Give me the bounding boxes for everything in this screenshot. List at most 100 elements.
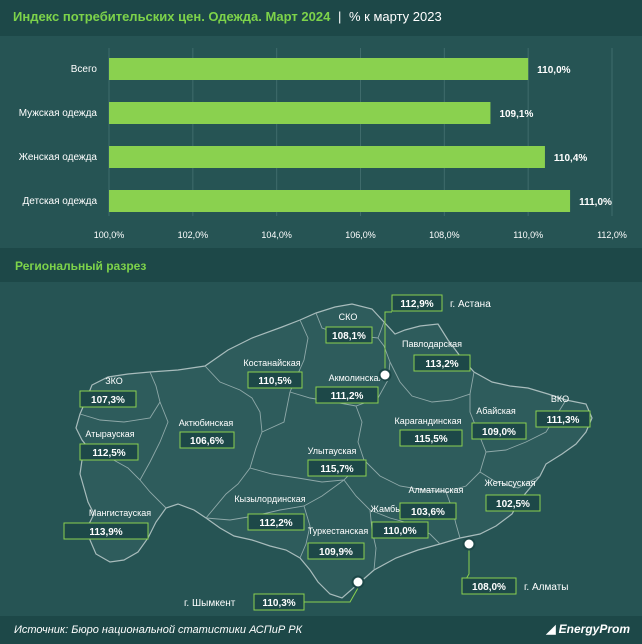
region-badge <box>179 431 235 449</box>
map-panel: ЗКО 107,3% Атырауская 112,5% Мангистауская 11… <box>0 282 642 616</box>
x-tick-label: 112,0% <box>597 230 627 240</box>
region-value: 109,9% <box>319 547 353 558</box>
category-label: Женская одежда <box>19 152 98 163</box>
regional-heading: Региональный разрез <box>15 259 147 273</box>
energyprom-logo-icon: ◢ <box>546 622 556 636</box>
bar <box>109 190 571 212</box>
category-label: Детская одежда <box>22 196 97 207</box>
title-main: Индекс потребительских цен. Одежда. Март… <box>13 9 331 24</box>
region-value: 103,6% <box>411 507 445 518</box>
category-label: Мужская одежда <box>19 108 98 119</box>
city-leader-line <box>384 311 392 369</box>
logo: ◢ EnergyProm <box>546 622 630 636</box>
city-value: 110,3% <box>262 598 295 609</box>
bar-chart-panel: 100,0% 102,0% 104,0% 106,0% 108,0% 110,0% 112,… <box>0 36 642 248</box>
x-tick-label: 100,0% <box>94 230 125 240</box>
region-name: Карагандинская <box>394 416 461 426</box>
city-name: г. Шымкент <box>184 598 236 609</box>
city-value: 108,0% <box>472 582 506 593</box>
region-badge <box>399 502 457 520</box>
region-value: 110,5% <box>258 376 291 387</box>
regional-heading-bar: Региональный разрез <box>0 250 642 282</box>
region-name: Улытауская <box>308 446 357 456</box>
border-ulytau-south <box>249 459 365 483</box>
city-marker <box>378 368 392 382</box>
region-name: Мангистауская <box>89 508 151 518</box>
region-badge <box>371 521 429 539</box>
region-value: 111,3% <box>547 415 580 426</box>
city-name: г. Алматы <box>524 582 568 593</box>
region-name: Атырауская <box>85 429 134 439</box>
region-name: ВКО <box>551 394 569 404</box>
source-note: Источник: Бюро национальной статистики А… <box>14 624 303 636</box>
region-badge <box>325 326 373 344</box>
map-labels: ЗКО 107,3% Атырауская 112,5% Мангистауская 11… <box>63 294 591 611</box>
region-value: 111,2% <box>331 391 364 402</box>
region-badge <box>471 422 527 440</box>
bar-value-label: 111,0% <box>579 197 612 208</box>
title-bar: Индекс потребительских цен. Одежда. Март… <box>0 0 642 36</box>
region-name: ЗКО <box>105 376 123 386</box>
region-badge <box>315 386 379 404</box>
region-name: Алматинская <box>409 485 464 495</box>
city-badge <box>391 294 443 312</box>
country-outline <box>75 303 593 599</box>
region-value: 113,9% <box>89 527 122 538</box>
region-value: 108,1% <box>332 331 366 342</box>
city-badge <box>253 593 305 611</box>
city-marker <box>462 537 476 551</box>
border-zhambyl <box>343 479 441 545</box>
bar-value-label: 110,0% <box>537 65 570 76</box>
x-tick-label: 102,0% <box>178 230 209 240</box>
border-turkestan-east <box>369 509 377 571</box>
border-zko <box>79 371 161 423</box>
region-name: Костанайская <box>243 358 300 368</box>
border-ulytau <box>261 391 291 433</box>
region-value: 102,5% <box>496 499 530 510</box>
region-badge <box>413 354 471 372</box>
bar <box>109 102 491 124</box>
region-value: 115,7% <box>320 464 353 475</box>
region-badge <box>535 410 591 428</box>
region-name: СКО <box>339 312 358 322</box>
region-badge <box>63 522 149 540</box>
bar <box>109 146 545 168</box>
city-name: г. Астана <box>450 299 491 310</box>
bar-value-label: 109,1% <box>499 109 533 120</box>
region-value: 112,2% <box>259 518 292 529</box>
title-sub: % к марту 2023 <box>348 9 442 24</box>
region-badge <box>79 390 137 408</box>
border-turkestan <box>299 505 311 559</box>
region-name: Актюбинская <box>179 418 234 428</box>
region-value: 115,5% <box>414 434 447 445</box>
city-value: 112,9% <box>400 299 433 310</box>
region-name: Павлодарская <box>402 339 462 349</box>
x-tick-label: 106,0% <box>345 230 376 240</box>
city-badge <box>461 577 517 595</box>
city-marker <box>351 575 365 589</box>
city-leader-line <box>304 587 359 603</box>
x-tick-label: 108,0% <box>429 230 460 240</box>
country-shape <box>75 303 593 599</box>
x-tick-label: 110,0% <box>513 230 543 240</box>
bar <box>109 58 529 80</box>
region-name: Абайская <box>476 406 516 416</box>
region-name: Кызылординская <box>234 494 305 504</box>
bar-chart: 100,0% 102,0% 104,0% 106,0% 108,0% 110,0% 112,… <box>19 48 627 240</box>
region-value: 112,5% <box>92 448 125 459</box>
border-zhetysu <box>479 471 541 489</box>
bar-value-label: 110,4% <box>554 153 587 164</box>
logo-text: EnergyProm <box>558 622 630 636</box>
region-value: 107,3% <box>91 395 125 406</box>
region-badge <box>247 513 305 531</box>
region-badge <box>399 429 463 447</box>
category-label: Всего <box>71 64 98 75</box>
region-badge <box>307 542 365 560</box>
region-badge <box>307 459 367 477</box>
region-name: Акмолинская <box>329 373 384 383</box>
region-badge <box>79 443 139 461</box>
region-name: Жетысуская <box>485 478 536 488</box>
border-aktobe-west <box>139 401 169 481</box>
region-value: 109,0% <box>482 427 516 438</box>
region-name: Жамбылская <box>371 504 426 514</box>
